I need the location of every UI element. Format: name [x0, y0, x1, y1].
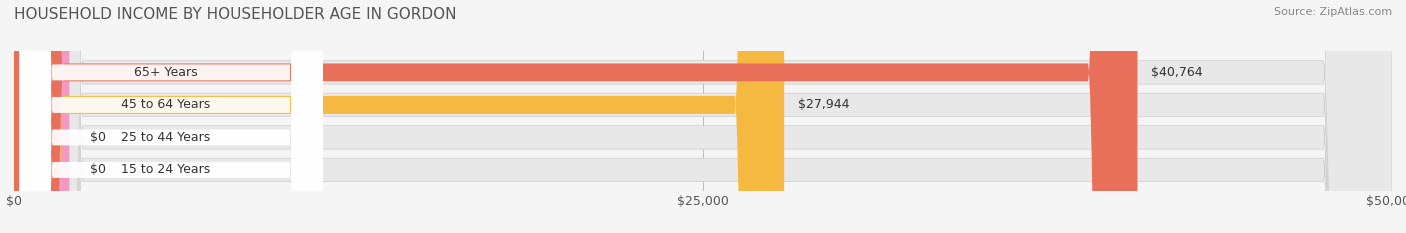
FancyBboxPatch shape	[20, 0, 323, 233]
Text: 15 to 24 Years: 15 to 24 Years	[121, 163, 211, 176]
FancyBboxPatch shape	[14, 0, 1392, 233]
FancyBboxPatch shape	[14, 0, 1392, 233]
FancyBboxPatch shape	[20, 0, 323, 233]
Text: 65+ Years: 65+ Years	[134, 66, 197, 79]
Text: $0: $0	[90, 163, 105, 176]
Text: 25 to 44 Years: 25 to 44 Years	[121, 131, 211, 144]
FancyBboxPatch shape	[14, 0, 1137, 233]
Text: $0: $0	[90, 131, 105, 144]
Text: Source: ZipAtlas.com: Source: ZipAtlas.com	[1274, 7, 1392, 17]
Text: HOUSEHOLD INCOME BY HOUSEHOLDER AGE IN GORDON: HOUSEHOLD INCOME BY HOUSEHOLDER AGE IN G…	[14, 7, 457, 22]
FancyBboxPatch shape	[14, 0, 785, 233]
FancyBboxPatch shape	[20, 0, 323, 233]
Text: 45 to 64 Years: 45 to 64 Years	[121, 98, 211, 111]
Text: $27,944: $27,944	[799, 98, 849, 111]
Text: $40,764: $40,764	[1152, 66, 1202, 79]
FancyBboxPatch shape	[14, 0, 69, 233]
FancyBboxPatch shape	[20, 0, 323, 233]
FancyBboxPatch shape	[14, 0, 1392, 233]
FancyBboxPatch shape	[14, 0, 69, 233]
FancyBboxPatch shape	[14, 0, 1392, 233]
